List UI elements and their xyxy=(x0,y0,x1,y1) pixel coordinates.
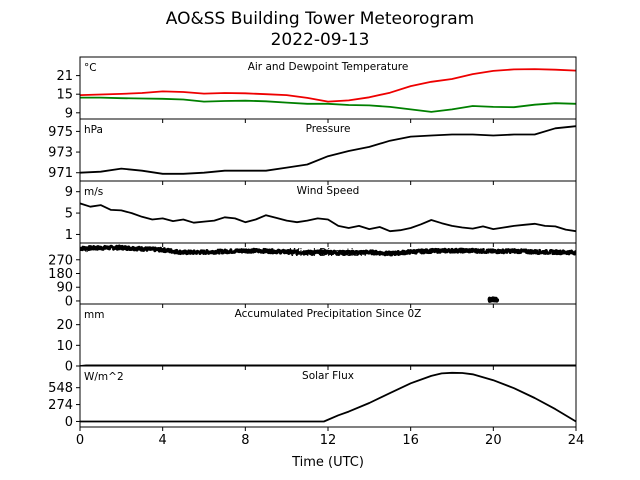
wind-speed-ytick-label: 5 xyxy=(65,207,73,222)
temperature-unit-label: °C xyxy=(84,62,97,74)
wind-direction-point xyxy=(140,246,143,249)
precipitation-title: Accumulated Precipitation Since 0Z xyxy=(235,308,422,320)
wind-direction-point xyxy=(124,245,128,249)
xtick-label: 4 xyxy=(159,433,167,448)
wind-direction-point xyxy=(217,251,221,255)
xtick-label: 12 xyxy=(320,433,337,448)
wind-direction-point xyxy=(567,252,571,256)
wind-direction-ytick-label: 180 xyxy=(48,267,73,282)
wind-speed-unit-label: m/s xyxy=(84,186,103,198)
temperature-ytick-label: 21 xyxy=(56,69,73,84)
wind-direction-point xyxy=(390,253,394,257)
precipitation-ytick-label: 0 xyxy=(65,360,73,375)
temperature-series-line xyxy=(80,68,576,103)
wind-direction-point xyxy=(495,299,499,303)
pressure-unit-label: hPa xyxy=(84,124,103,136)
wind-direction-ytick-label: 0 xyxy=(65,294,73,309)
xtick-label: 0 xyxy=(76,433,84,448)
figure-title-line1: AO&SS Building Tower Meteorogram xyxy=(166,9,474,29)
wind-direction-title: Wind Direction xyxy=(289,247,366,259)
precipitation-panel: 0 10 20 mm Accumulated Precipitation Since 0… xyxy=(56,303,577,375)
xtick-label: 8 xyxy=(241,433,249,448)
wind-speed-title: Wind Speed xyxy=(297,185,360,197)
precipitation-unit-label: mm xyxy=(84,309,104,321)
wind-direction-ytick-label: 270 xyxy=(48,253,73,268)
wind-speed-ytick-label: 9 xyxy=(65,185,73,200)
pressure-ytick-label: 973 xyxy=(48,146,73,161)
xtick-label: 24 xyxy=(568,433,585,448)
temperature-panel: 9 15 21 °C Air and Dewpoint Temperature xyxy=(56,56,577,123)
solar-flux-ytick-label: 274 xyxy=(48,398,73,413)
xtick-label: 20 xyxy=(485,433,502,448)
pressure-panel: 971 973 975 hPa Pressure xyxy=(48,118,577,185)
xtick-label: 16 xyxy=(402,433,419,448)
pressure-title: Pressure xyxy=(306,123,351,135)
temperature-ytick-label: 15 xyxy=(56,88,73,103)
pressure-ytick-label: 975 xyxy=(48,125,73,140)
wind-direction-series xyxy=(80,244,576,303)
wind-direction-ytick-label: 90 xyxy=(56,281,73,296)
precipitation-ytick-label: 20 xyxy=(56,318,73,333)
wind-direction-unit-label: ° xyxy=(84,248,89,260)
solar-flux-ytick-label: 0 xyxy=(65,415,73,430)
pressure-ytick-label: 971 xyxy=(48,166,73,181)
solar-flux-panel: 0 274 548 W/m^2 Solar Flux xyxy=(48,365,577,431)
figure-title-line2: 2022-09-13 xyxy=(271,30,370,50)
temperature-ytick-label: 9 xyxy=(65,106,73,121)
wind-speed-series-line xyxy=(80,202,576,233)
solar-flux-unit-label: W/m^2 xyxy=(84,371,124,383)
wind-speed-ytick-label: 1 xyxy=(65,228,73,243)
wind-speed-panel: 1 5 9 m/s Wind Speed xyxy=(65,180,577,247)
x-axis-label: Time (UTC) xyxy=(291,455,364,470)
wind-direction-point xyxy=(482,248,485,251)
solar-flux-title: Solar Flux xyxy=(302,370,354,382)
solar-flux-series-line xyxy=(80,371,576,423)
temperature-title: Air and Dewpoint Temperature xyxy=(248,61,409,73)
temperature-series-line xyxy=(80,96,576,113)
solar-flux-ytick-label: 548 xyxy=(48,381,73,396)
precipitation-ytick-label: 10 xyxy=(56,339,73,354)
pressure-series-line xyxy=(80,125,576,175)
